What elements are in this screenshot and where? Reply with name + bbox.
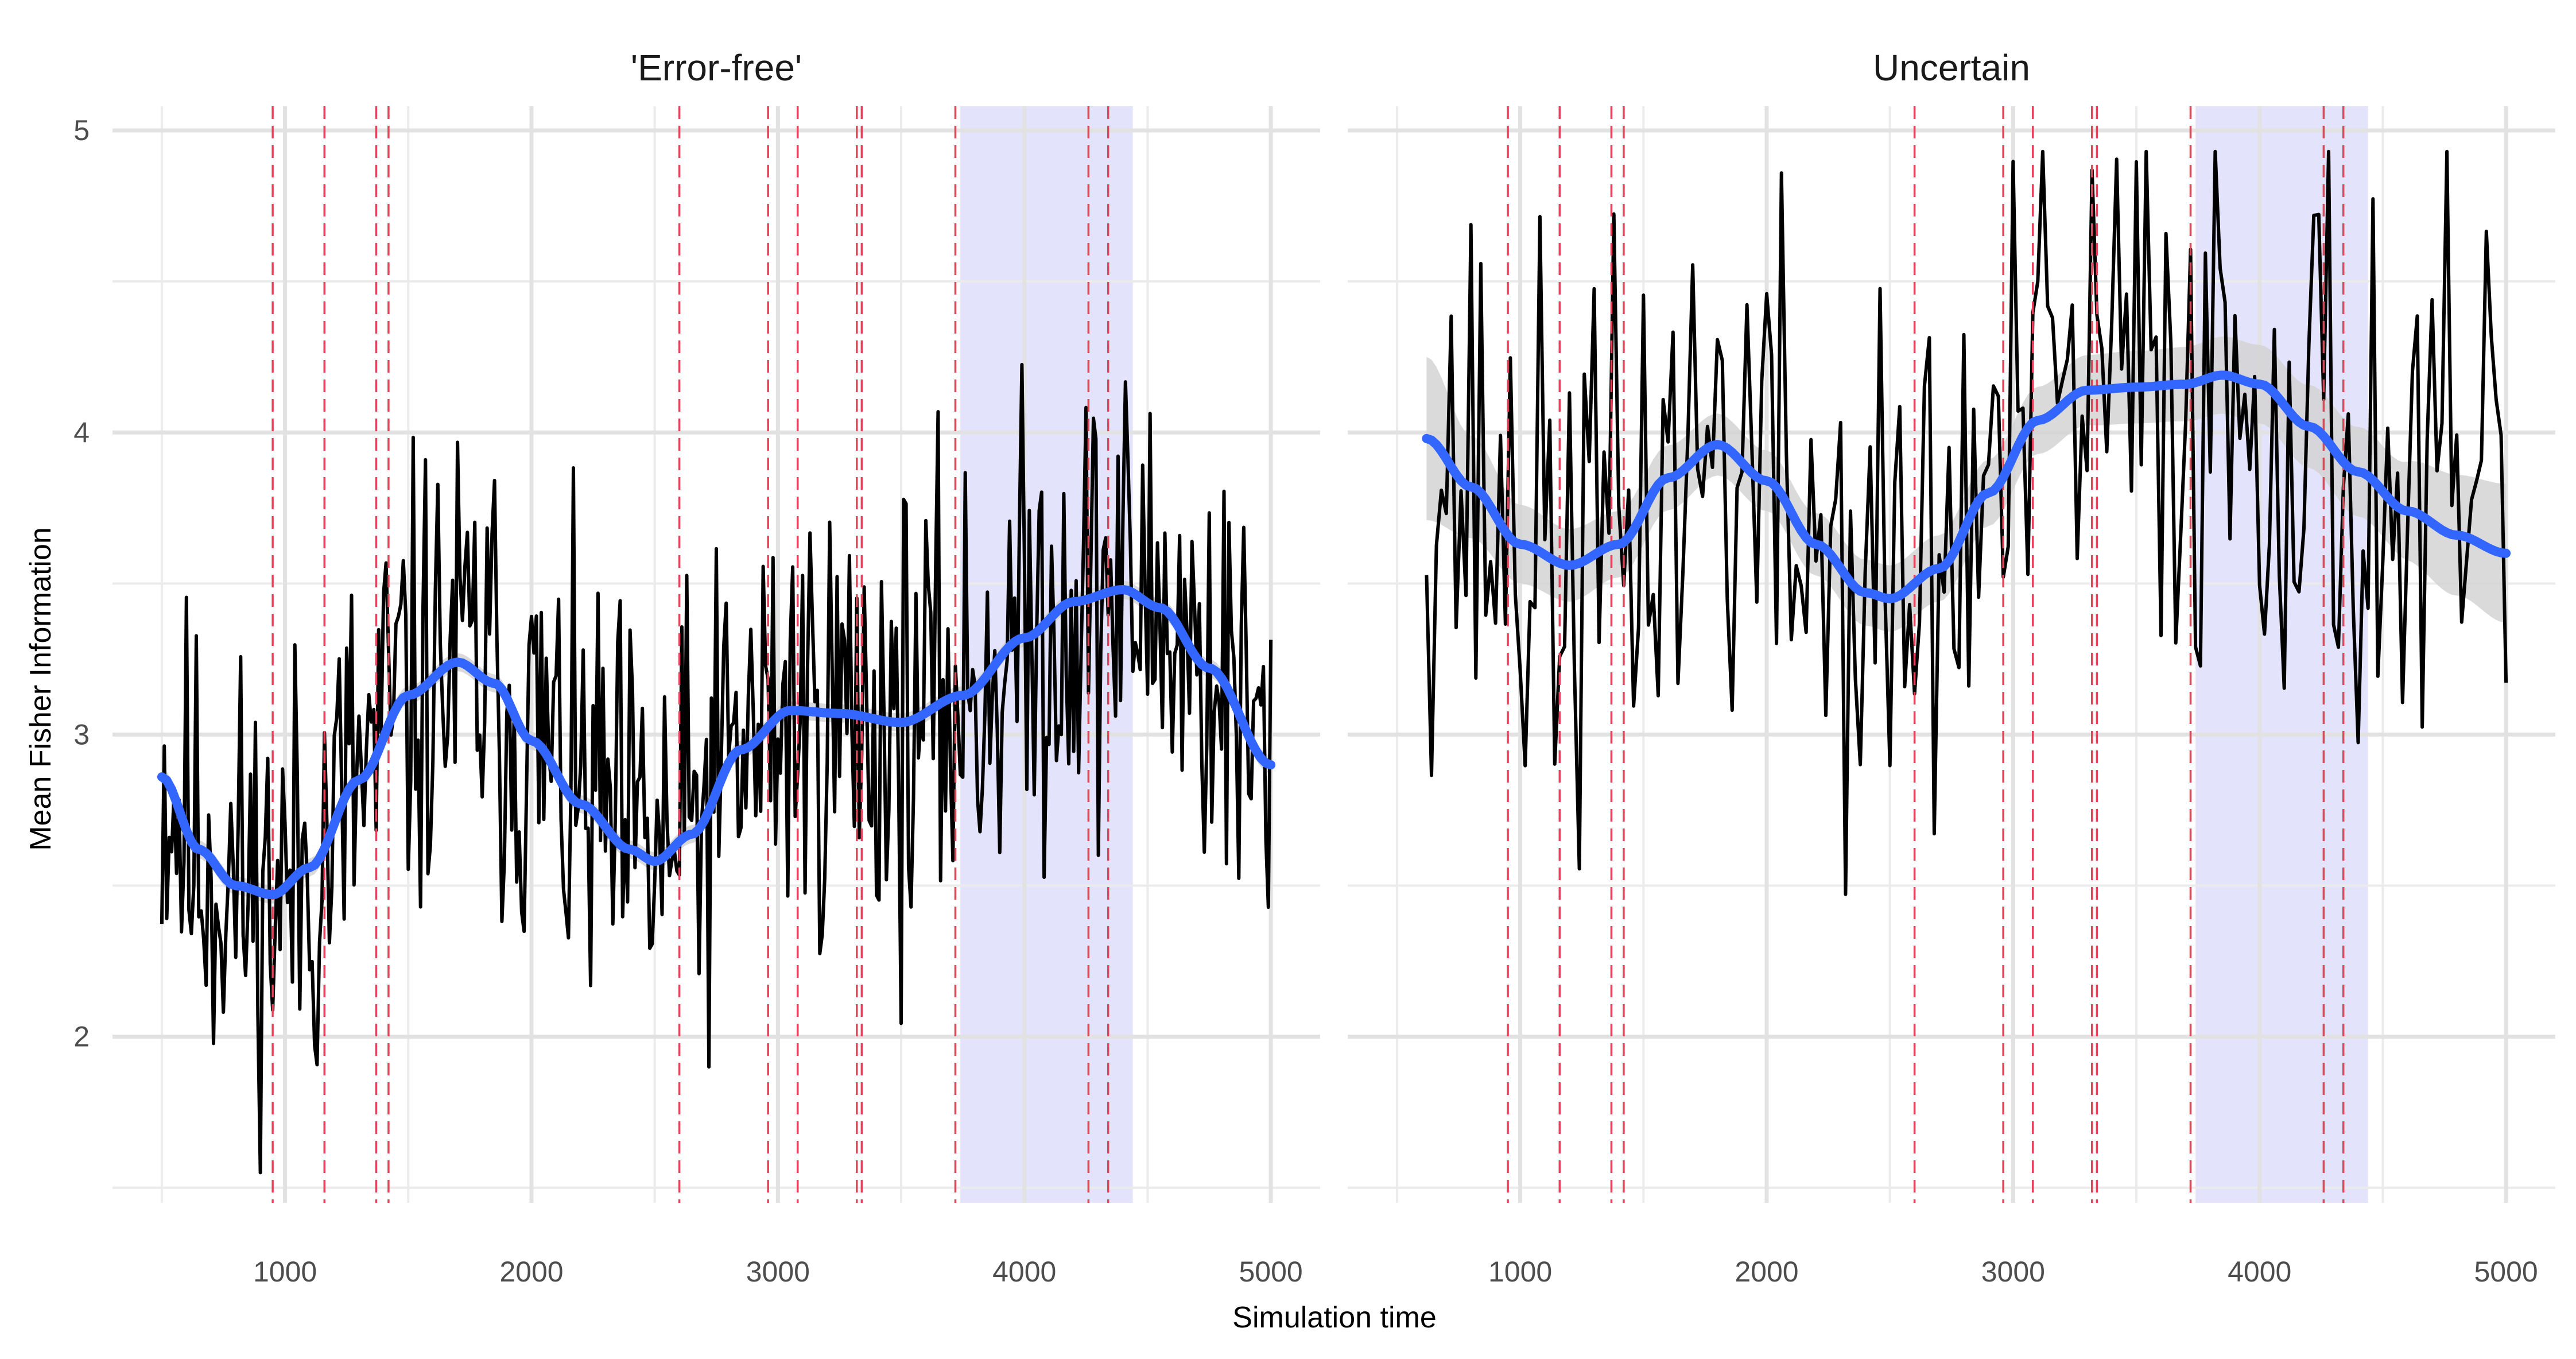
x-tick-label: 3000	[746, 1256, 810, 1288]
raw-series-line	[160, 363, 1273, 1175]
raw-series-line	[1425, 149, 2508, 896]
confidence-ribbon	[1426, 336, 2507, 632]
x-tick-label: 1000	[253, 1256, 317, 1288]
x-tick-label: 4000	[992, 1256, 1056, 1288]
panel-title: 'Error-free'	[631, 47, 802, 88]
x-axis-title: Simulation time	[1232, 1301, 1436, 1334]
x-tick-label: 2000	[499, 1256, 563, 1288]
x-tick-label: 5000	[1239, 1256, 1303, 1288]
y-tick-label: 3	[73, 718, 90, 750]
y-tick-label: 4	[73, 416, 90, 448]
x-tick-label: 1000	[1488, 1256, 1552, 1288]
panel-title: Uncertain	[1873, 47, 2030, 88]
x-tick-label: 2000	[1735, 1256, 1798, 1288]
x-tick-label: 5000	[2474, 1256, 2538, 1288]
smooth-trend-line	[1422, 370, 2511, 603]
panel-uncertain: Uncertain 1000 2000 3000 4000 5000	[1348, 47, 2555, 1288]
smooth-trend-line	[157, 584, 1276, 900]
x-tick-label: 3000	[1981, 1256, 2045, 1288]
y-tick-label: 2	[73, 1021, 90, 1053]
y-tick-label: 5	[73, 114, 90, 146]
x-tick-label: 4000	[2228, 1256, 2291, 1288]
panel-error-free: 'Error-free' 1000 2000 3000 4000 5000 2 3 4 5	[73, 47, 1320, 1288]
y-axis-title: Mean Fisher Information	[24, 527, 57, 851]
